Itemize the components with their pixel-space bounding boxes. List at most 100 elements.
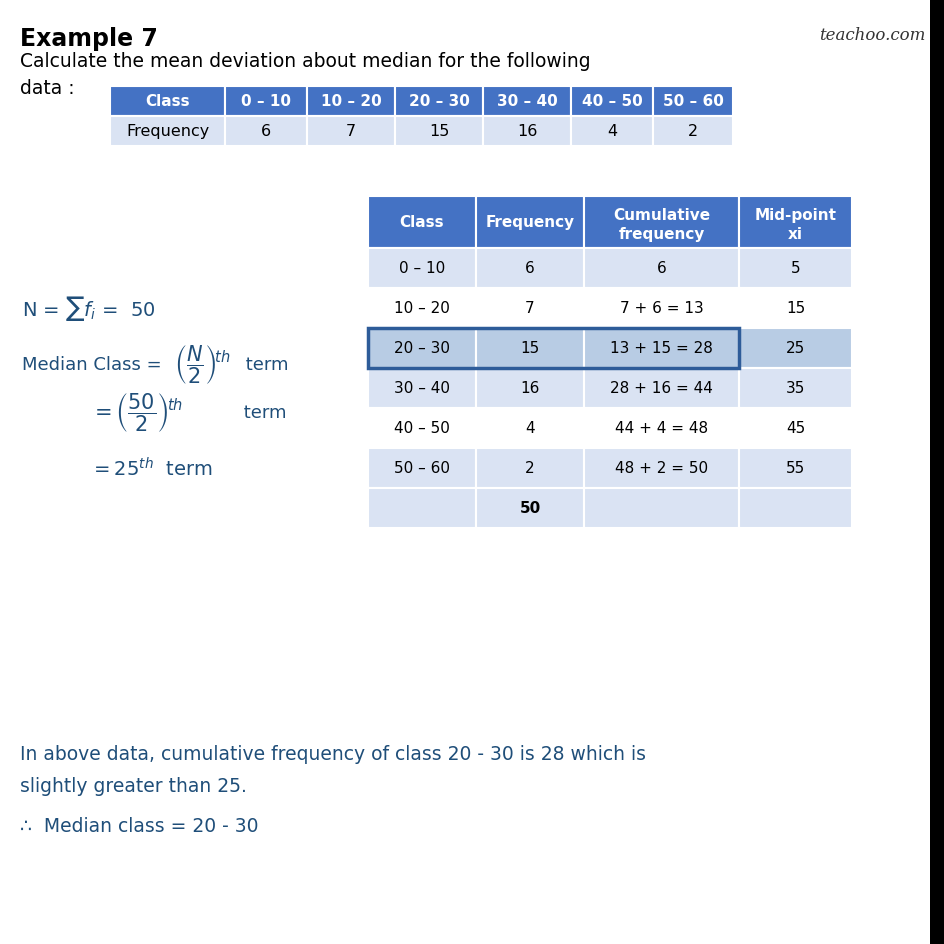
Bar (583, 409, 738, 448)
Bar (583, 448, 738, 488)
Bar (367, 196, 476, 248)
Text: 16: 16 (516, 125, 536, 140)
Bar (570, 117, 652, 147)
Text: 20 – 30: 20 – 30 (408, 94, 469, 110)
Bar (652, 87, 733, 117)
Bar (225, 87, 307, 117)
Text: 50: 50 (519, 501, 540, 516)
Bar (367, 409, 476, 448)
Bar (583, 488, 738, 529)
Bar (738, 368, 851, 409)
Bar (395, 87, 482, 117)
Bar (583, 196, 738, 248)
Text: $= \left(\dfrac{50}{2}\right)^{\!\mathit{th}}$: $= \left(\dfrac{50}{2}\right)^{\!\mathit… (90, 391, 183, 434)
Text: 2: 2 (525, 461, 534, 476)
Text: Calculate the mean deviation about median for the following: Calculate the mean deviation about media… (20, 52, 590, 71)
Text: 15: 15 (520, 341, 539, 356)
Text: 0 – 10: 0 – 10 (398, 261, 445, 277)
Bar (738, 329, 851, 368)
Bar (482, 117, 570, 147)
Text: term: term (238, 404, 286, 422)
Bar (652, 117, 733, 147)
Text: Median Class =: Median Class = (22, 356, 167, 374)
Bar (929, 0, 944, 944)
Bar (367, 329, 738, 368)
Text: Class: Class (399, 215, 444, 230)
Bar (476, 448, 583, 488)
Text: 30 – 40: 30 – 40 (497, 94, 557, 110)
Text: term: term (240, 356, 288, 374)
Bar (367, 289, 476, 329)
Bar (738, 448, 851, 488)
Bar (225, 117, 307, 147)
Bar (476, 289, 583, 329)
Bar (738, 488, 851, 529)
Bar (738, 289, 851, 329)
Text: 10 – 20: 10 – 20 (394, 301, 449, 316)
Bar (476, 196, 583, 248)
Bar (367, 448, 476, 488)
Text: 15: 15 (785, 301, 804, 316)
Text: 2: 2 (687, 125, 698, 140)
Text: 6: 6 (525, 261, 534, 277)
Text: 4: 4 (606, 125, 616, 140)
Text: 7 + 6 = 13: 7 + 6 = 13 (619, 301, 702, 316)
Text: 50 – 60: 50 – 60 (662, 94, 723, 110)
Text: 7: 7 (346, 125, 356, 140)
Text: 44 + 4 = 48: 44 + 4 = 48 (615, 421, 707, 436)
Bar (307, 87, 395, 117)
Bar (367, 488, 476, 529)
Text: Cumulative: Cumulative (613, 208, 709, 223)
Bar (110, 87, 225, 117)
Text: 13 + 15 = 28: 13 + 15 = 28 (610, 341, 712, 356)
Bar (583, 289, 738, 329)
Text: 40 – 50: 40 – 50 (581, 94, 642, 110)
Text: teachoo.com: teachoo.com (818, 27, 924, 44)
Bar (367, 329, 476, 368)
Text: 5: 5 (790, 261, 800, 277)
Text: Class: Class (145, 94, 190, 110)
Text: 35: 35 (785, 381, 804, 396)
Text: Example 7: Example 7 (20, 27, 158, 51)
Text: 40 – 50: 40 – 50 (394, 421, 449, 436)
Text: 25: 25 (785, 341, 804, 356)
Text: slightly greater than 25.: slightly greater than 25. (20, 776, 246, 795)
Text: 10 – 20: 10 – 20 (320, 94, 381, 110)
Text: 4: 4 (525, 421, 534, 436)
Text: xi: xi (787, 227, 802, 242)
Bar (738, 248, 851, 289)
Bar (367, 248, 476, 289)
Bar (395, 117, 482, 147)
Text: $= 25^{\mathit{th}}$  term: $= 25^{\mathit{th}}$ term (90, 457, 212, 480)
Text: 6: 6 (261, 125, 271, 140)
Text: 45: 45 (785, 421, 804, 436)
Text: N = $\sum f_i$ =  50: N = $\sum f_i$ = 50 (22, 295, 155, 323)
Text: 50 – 60: 50 – 60 (394, 461, 449, 476)
Bar (583, 368, 738, 409)
Bar (307, 117, 395, 147)
Bar (583, 329, 738, 368)
Text: 15: 15 (429, 125, 448, 140)
Text: 7: 7 (525, 301, 534, 316)
Bar (476, 368, 583, 409)
Text: 48 + 2 = 50: 48 + 2 = 50 (615, 461, 707, 476)
Bar (476, 409, 583, 448)
Text: 0 – 10: 0 – 10 (241, 94, 291, 110)
Text: frequency: frequency (617, 227, 704, 242)
Text: ∴  Median class = 20 - 30: ∴ Median class = 20 - 30 (20, 817, 259, 835)
Text: data :: data : (20, 79, 75, 98)
Text: 16: 16 (520, 381, 539, 396)
Bar (570, 87, 652, 117)
Text: 20 – 30: 20 – 30 (394, 341, 449, 356)
Bar (476, 329, 583, 368)
Text: 6: 6 (656, 261, 666, 277)
Text: 28 + 16 = 44: 28 + 16 = 44 (610, 381, 712, 396)
Bar (738, 196, 851, 248)
Text: 55: 55 (785, 461, 804, 476)
Text: Frequency: Frequency (485, 215, 574, 230)
Bar (110, 117, 225, 147)
Text: $\left(\dfrac{N}{2}\right)^{\!\mathit{th}}$: $\left(\dfrac{N}{2}\right)^{\!\mathit{th… (174, 343, 230, 386)
Text: In above data, cumulative frequency of class 20 - 30 is 28 which is: In above data, cumulative frequency of c… (20, 744, 646, 763)
Bar (476, 488, 583, 529)
Bar (367, 368, 476, 409)
